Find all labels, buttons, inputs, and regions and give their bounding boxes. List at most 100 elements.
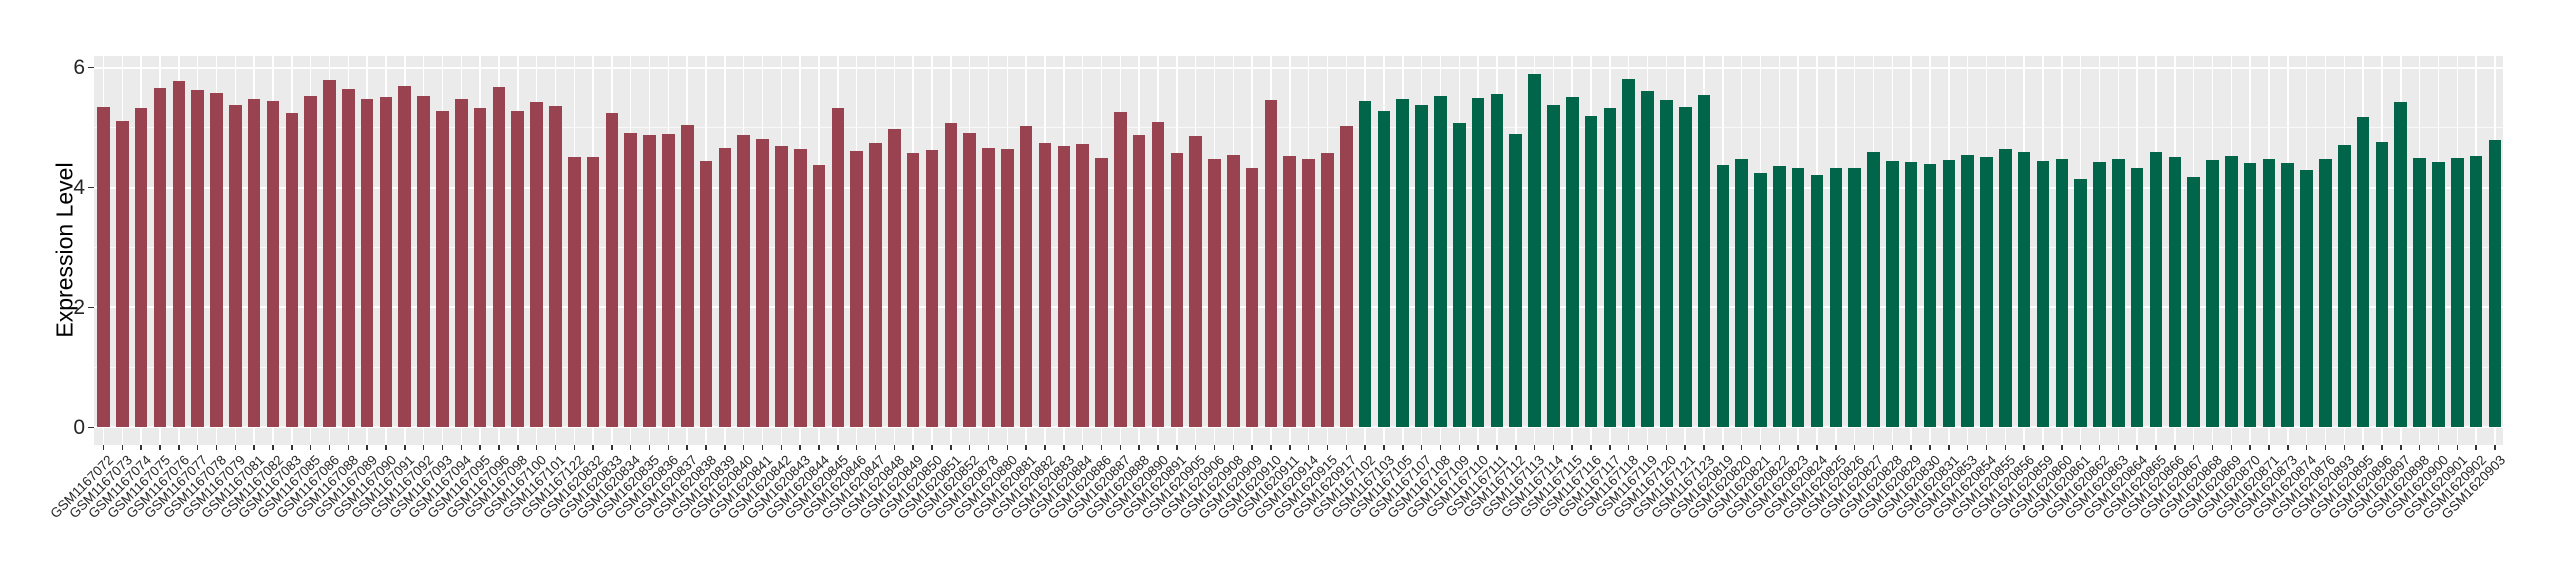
bar-GSM1167085 — [304, 95, 317, 428]
bar-GSM1620844 — [812, 164, 826, 428]
bar-GSM1620863 — [2112, 158, 2125, 428]
x-tick — [1778, 445, 1781, 450]
x-tick — [159, 445, 161, 450]
bar-GSM1620862 — [2093, 162, 2106, 428]
bar-GSM1167086 — [323, 80, 336, 428]
h-gridline-major — [93, 66, 2503, 69]
x-tick — [1985, 445, 1988, 450]
x-tick — [2098, 445, 2101, 450]
x-tick — [2456, 445, 2458, 450]
bar-GSM1167082 — [266, 100, 280, 428]
x-tick — [291, 445, 293, 450]
h-gridline-major — [93, 186, 2503, 189]
bar-GSM1620845 — [831, 107, 845, 428]
x-tick — [1948, 445, 1950, 450]
bar-GSM1620881 — [1019, 125, 1033, 428]
x-tick — [1665, 445, 1668, 450]
bar-GSM1167089 — [360, 98, 374, 428]
bar-GSM1620880 — [1001, 149, 1014, 428]
bar-GSM1620820 — [1735, 159, 1748, 428]
x-tick — [2287, 445, 2289, 450]
bar-GSM1620891 — [1170, 152, 1184, 428]
x-tick — [178, 445, 180, 450]
bar-GSM1620836 — [662, 134, 675, 428]
x-tick — [404, 445, 406, 450]
bar-GSM1620867 — [2187, 177, 2200, 428]
x-tick — [347, 445, 350, 450]
x-tick — [1797, 445, 1799, 450]
x-tick — [2079, 445, 2082, 450]
bar-GSM1620878 — [982, 148, 995, 428]
x-tick — [2343, 445, 2346, 450]
x-tick — [2362, 445, 2364, 450]
bar-GSM1167093 — [436, 110, 449, 428]
bar-GSM1167121 — [1678, 107, 1692, 428]
h-gridline-minor — [93, 366, 2503, 368]
bar-GSM1620860 — [2055, 158, 2069, 428]
bar-GSM1620822 — [1773, 166, 1786, 428]
h-gridline-minor — [93, 127, 2503, 129]
x-tick — [554, 445, 557, 450]
bar-GSM1620871 — [2262, 159, 2276, 428]
bar-GSM1620888 — [1132, 134, 1146, 428]
bar-GSM1620851 — [944, 122, 958, 428]
bar-GSM1167103 — [1377, 110, 1391, 428]
h-gridline-minor — [93, 247, 2503, 248]
bar-GSM1167107 — [1415, 104, 1428, 428]
x-tick — [686, 445, 688, 450]
y-tick-label: 0 — [73, 415, 85, 439]
bar-GSM1620909 — [1245, 167, 1259, 428]
x-tick — [592, 445, 594, 450]
x-tick — [1627, 445, 1630, 450]
x-tick — [2061, 445, 2063, 450]
bar-GSM1167081 — [247, 98, 261, 428]
bar-GSM1620846 — [850, 151, 863, 428]
bar-GSM1167075 — [153, 88, 167, 428]
bar-GSM1620847 — [869, 143, 882, 428]
bar-GSM1620914 — [1302, 159, 1315, 428]
bar-GSM1620841 — [756, 139, 769, 428]
x-tick — [761, 445, 764, 450]
bar-GSM1620856 — [2017, 152, 2031, 428]
x-tick — [912, 445, 914, 450]
x-tick — [102, 445, 105, 450]
bar-GSM1620910 — [1264, 100, 1278, 428]
x-tick — [1063, 445, 1065, 450]
x-tick — [2042, 445, 2044, 450]
x-tick — [950, 445, 952, 450]
bar-GSM1167091 — [398, 85, 412, 428]
x-tick — [253, 445, 255, 450]
bar-GSM1620839 — [718, 148, 732, 428]
x-tick — [479, 445, 481, 450]
x-tick — [535, 445, 538, 450]
x-tick — [1891, 445, 1894, 450]
bar-GSM1620821 — [1754, 173, 1767, 428]
y-tick-label: 6 — [73, 56, 85, 80]
bar-GSM1620823 — [1791, 168, 1805, 428]
bar-GSM1620869 — [2224, 155, 2238, 428]
bar-GSM1620825 — [1829, 167, 1843, 428]
bar-GSM1620893 — [2337, 145, 2351, 428]
x-tick — [742, 445, 745, 450]
x-tick — [931, 445, 933, 450]
bar-GSM1167073 — [116, 121, 129, 428]
x-tick — [1364, 445, 1366, 450]
bar-GSM1167095 — [473, 108, 487, 428]
x-tick — [2381, 445, 2383, 450]
bar-GSM1167088 — [341, 88, 355, 428]
bar-GSM1167105 — [1396, 98, 1410, 428]
x-tick — [1496, 445, 1498, 450]
x-tick — [517, 445, 519, 450]
x-tick — [1383, 445, 1385, 450]
x-tick — [893, 445, 896, 450]
x-tick — [1213, 445, 1216, 450]
bar-GSM1620819 — [1716, 165, 1730, 428]
x-tick — [1684, 445, 1686, 450]
x-tick — [121, 445, 124, 450]
x-tick — [1232, 445, 1235, 450]
x-tick — [1759, 445, 1762, 450]
y-tick — [87, 306, 94, 309]
bar-GSM1620835 — [643, 134, 656, 428]
x-tick — [573, 445, 575, 450]
x-tick — [1853, 445, 1856, 450]
